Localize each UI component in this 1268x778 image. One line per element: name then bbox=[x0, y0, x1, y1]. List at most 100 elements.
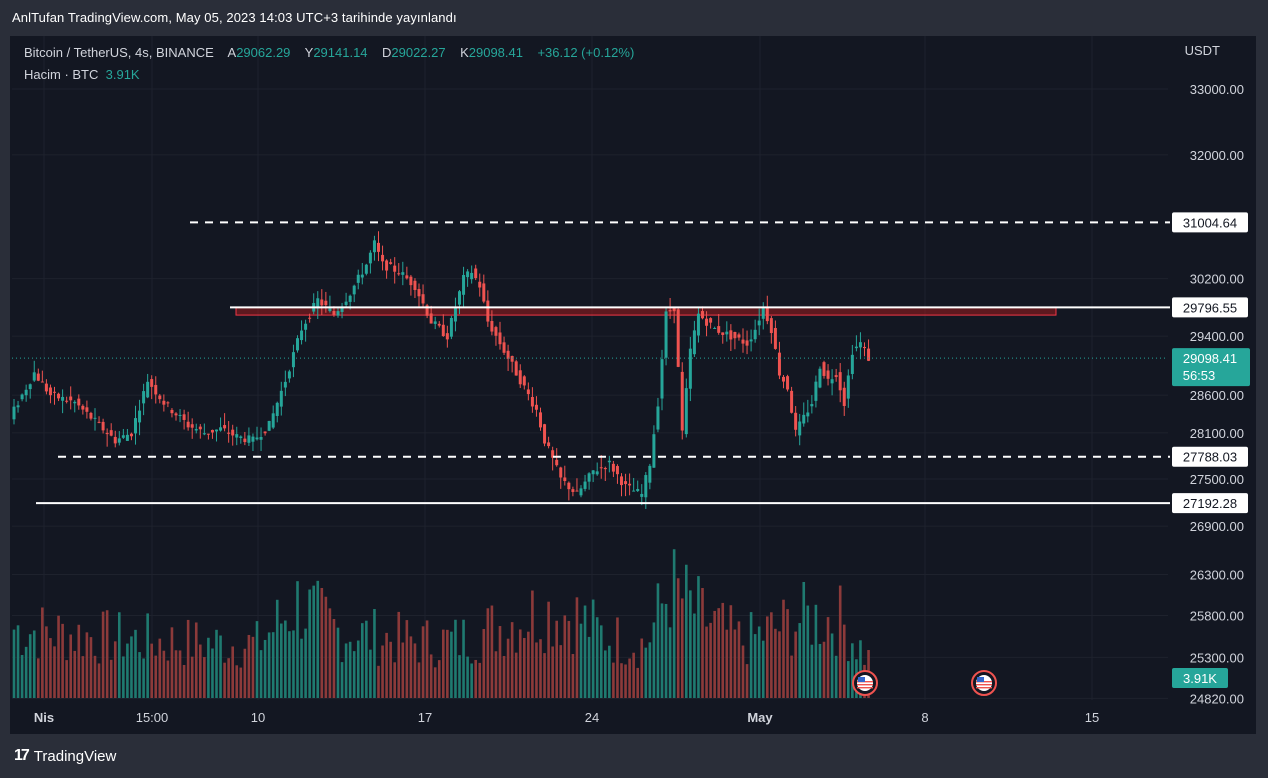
volume-bar bbox=[247, 634, 251, 698]
volume-bar bbox=[369, 649, 372, 698]
volume-bar bbox=[199, 644, 202, 698]
volume-bar bbox=[547, 601, 550, 698]
candle-body bbox=[150, 379, 154, 387]
change-value: +36.12 (+0.12%) bbox=[537, 45, 635, 60]
volume-bar bbox=[749, 612, 753, 698]
candle-body bbox=[28, 384, 32, 390]
volume-bar bbox=[336, 627, 340, 698]
candle-body bbox=[255, 437, 259, 440]
candle-body bbox=[458, 291, 461, 305]
volume-bar bbox=[89, 637, 93, 698]
volume-bar bbox=[385, 632, 388, 698]
candle-body bbox=[97, 421, 101, 423]
candle-body bbox=[81, 405, 85, 410]
candle-body bbox=[16, 405, 20, 408]
candle-body bbox=[721, 332, 725, 335]
volume-bar bbox=[583, 605, 587, 698]
volume-bar bbox=[822, 641, 826, 698]
candle-body bbox=[599, 467, 603, 469]
candle-body bbox=[381, 254, 385, 262]
candle-body bbox=[397, 273, 401, 275]
candle-body bbox=[782, 376, 785, 382]
volume-bar bbox=[782, 599, 785, 698]
candle-body bbox=[765, 307, 769, 322]
volume-bar bbox=[599, 625, 603, 698]
candle-body bbox=[336, 311, 340, 316]
candle-body bbox=[773, 328, 777, 349]
volume-bar bbox=[433, 667, 437, 698]
candle-body bbox=[757, 320, 761, 326]
volume-bar bbox=[130, 636, 133, 698]
candle-body bbox=[705, 318, 709, 326]
volume-bar bbox=[514, 652, 518, 698]
high-label: Y bbox=[304, 45, 314, 60]
volume-bar bbox=[859, 640, 862, 698]
volume-bar bbox=[275, 599, 279, 698]
candle-body bbox=[539, 412, 542, 428]
volume-bar bbox=[494, 651, 498, 698]
volume-bar bbox=[830, 633, 834, 698]
volume-label: Hacim · BTC bbox=[24, 67, 99, 82]
volume-bar bbox=[20, 655, 24, 698]
volume-bar bbox=[61, 623, 64, 698]
candle-body bbox=[786, 376, 790, 390]
volume-bar bbox=[178, 650, 182, 698]
candle-body bbox=[364, 264, 368, 274]
volume-bar bbox=[41, 607, 44, 698]
volume-bar bbox=[243, 648, 247, 698]
candle-body bbox=[741, 339, 745, 344]
volume-bar bbox=[340, 662, 344, 698]
volume-bar bbox=[263, 639, 267, 698]
candle-body bbox=[482, 283, 486, 302]
volume-bar bbox=[134, 629, 137, 698]
volume-bar bbox=[158, 638, 162, 698]
volume-bar bbox=[587, 636, 591, 698]
volume-bar bbox=[770, 612, 773, 698]
candle-body bbox=[620, 476, 623, 486]
volume-bar bbox=[166, 660, 170, 698]
candle-body bbox=[551, 450, 555, 458]
candle-body bbox=[372, 240, 376, 253]
candle-body bbox=[65, 400, 69, 402]
level-label-badge bbox=[1172, 297, 1248, 318]
tradingview-footer[interactable]: 17 TradingView bbox=[14, 747, 116, 765]
volume-bar bbox=[24, 646, 28, 698]
candle-body bbox=[688, 348, 692, 389]
volume-bar bbox=[510, 622, 514, 698]
candle-body bbox=[142, 391, 146, 404]
candle-body bbox=[534, 404, 538, 410]
volume-bar bbox=[207, 637, 210, 698]
volume-bar bbox=[697, 576, 700, 698]
candle-body bbox=[405, 275, 409, 279]
volume-bar bbox=[413, 643, 417, 698]
candle-body bbox=[437, 323, 441, 326]
y-tick-label: 24820.00 bbox=[1190, 691, 1244, 706]
close-value: 29098.41 bbox=[468, 45, 523, 60]
candle-body bbox=[129, 433, 133, 437]
volume-bar bbox=[332, 618, 336, 698]
level-label: 27788.03 bbox=[1183, 450, 1237, 465]
ohlc-legend: Bitcoin / TetherUS, 4s, BINANCE A29062.2… bbox=[24, 45, 634, 60]
volume-bar bbox=[81, 656, 85, 698]
candle-body bbox=[279, 390, 283, 407]
candle-body bbox=[676, 309, 680, 367]
candle-body bbox=[462, 274, 466, 295]
volume-bar bbox=[608, 645, 611, 698]
volume-bar bbox=[219, 635, 222, 698]
volume-bar bbox=[93, 655, 97, 698]
candle-body bbox=[684, 388, 688, 435]
volume-bar bbox=[304, 628, 307, 698]
volume-bar bbox=[57, 615, 60, 698]
chart-frame[interactable] bbox=[10, 36, 1256, 734]
volume-bar bbox=[401, 642, 405, 698]
volume-bar bbox=[324, 596, 328, 698]
countdown-label: 56:53 bbox=[1183, 368, 1216, 383]
candle-body bbox=[530, 396, 534, 407]
x-tick-label: 10 bbox=[251, 710, 265, 725]
candle-body bbox=[101, 421, 105, 431]
candle-body bbox=[291, 352, 295, 368]
low-value: 29022.27 bbox=[391, 45, 446, 60]
candle-body bbox=[794, 412, 798, 430]
volume-bar bbox=[579, 623, 583, 698]
